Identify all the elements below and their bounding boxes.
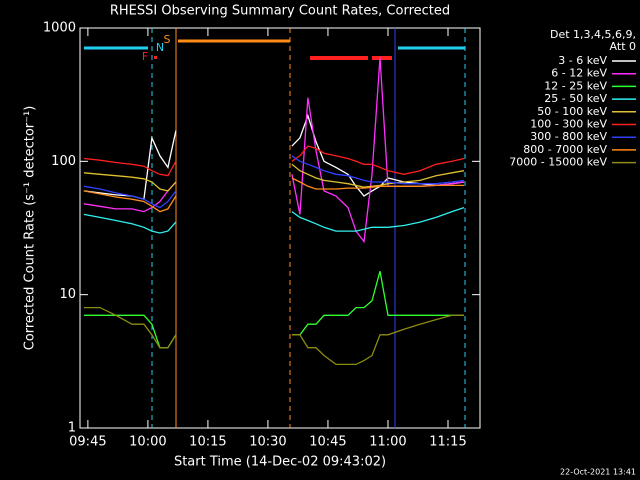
y-tick-label: 1000 (43, 21, 76, 36)
legend-label: 12 - 25 keV (544, 79, 607, 92)
y-tick-label: 100 (51, 154, 76, 169)
legend-label: 100 - 300 keV (530, 118, 607, 131)
x-tick-label: 10:30 (249, 435, 286, 450)
series-line (83, 145, 465, 177)
legend-label: 6 - 12 keV (551, 67, 607, 80)
plot-frame (79, 27, 481, 429)
flag-label: S (164, 33, 171, 46)
flag-dot (154, 56, 157, 59)
y-axis-label: Corrected Count Rate (s⁻¹ detector⁻¹) (23, 106, 38, 351)
series-line (83, 177, 464, 213)
x-tick-label: 11:15 (429, 435, 466, 450)
series-line (83, 271, 464, 349)
legend-label: 3 - 6 keV (558, 54, 607, 67)
legend-label: 800 - 7000 keV (523, 143, 607, 156)
x-tick-label: 10:15 (189, 435, 226, 450)
series-line (83, 155, 465, 209)
flag-label: F (142, 50, 148, 63)
legend-title: Att 0 (610, 40, 636, 53)
series-line (83, 163, 465, 192)
legend-label: 50 - 100 keV (537, 105, 607, 118)
series-line (83, 306, 464, 366)
legend-label: 25 - 50 keV (544, 92, 607, 105)
x-tick-label: 10:00 (129, 435, 166, 450)
x-tick-label: 09:45 (69, 435, 106, 450)
series-line (83, 57, 465, 244)
x-axis-label: Start Time (14-Dec-02 09:43:02) (174, 455, 386, 470)
legend-title: Det 1,3,4,5,6,9, (550, 28, 636, 41)
series-line (83, 206, 465, 234)
y-tick-label: 10 (59, 287, 76, 302)
x-tick-label: 11:00 (369, 435, 406, 450)
x-tick-label: 10:45 (309, 435, 346, 450)
chart-title: RHESSI Observing Summary Count Rates, Co… (110, 4, 450, 19)
legend-label: 300 - 800 keV (530, 130, 607, 143)
legend-label: 7000 - 15000 keV (509, 156, 607, 169)
footer: 22-Oct-2021 13:41 (560, 468, 636, 477)
y-tick-label: 1 (68, 421, 76, 436)
flag-label: N (156, 41, 164, 54)
